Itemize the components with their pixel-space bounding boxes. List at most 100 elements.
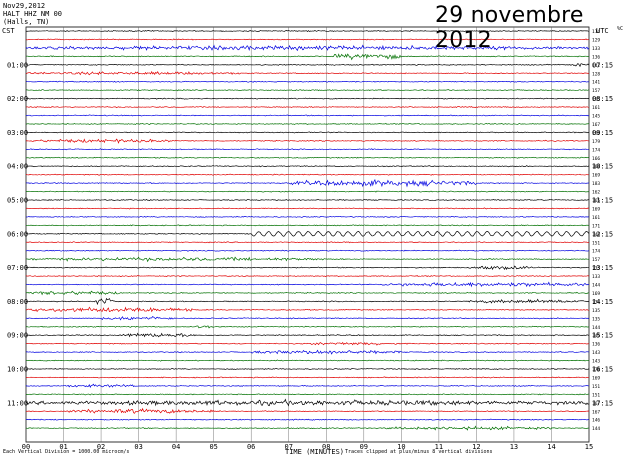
- clip-count-label: 169: [592, 291, 600, 297]
- clip-count-label: 174: [592, 147, 600, 153]
- seismic-trace: [25, 44, 590, 52]
- right-hour-label: 12:15: [592, 230, 613, 238]
- x-tick-label: 09: [360, 443, 368, 451]
- clip-count-label: 166: [592, 130, 600, 136]
- seismic-trace: [25, 383, 590, 388]
- x-tick-label: 02: [97, 443, 105, 451]
- seismic-trace: [25, 265, 590, 271]
- left-hour-label: 10:00: [7, 366, 28, 374]
- x-tick-label: 03: [134, 443, 142, 451]
- seismic-trace: [25, 173, 590, 176]
- clip-count-label: 144: [592, 426, 600, 432]
- seismic-trace: [25, 407, 590, 414]
- seismic-trace: [25, 275, 590, 278]
- seismic-trace: [25, 53, 590, 61]
- seismic-trace: [25, 256, 590, 263]
- seismic-trace: [25, 341, 590, 346]
- seismic-trace: [25, 425, 590, 431]
- clip-count-label: 170: [592, 367, 600, 373]
- clip-count-label: 143: [592, 359, 600, 365]
- left-hour-label: 04:00: [7, 163, 28, 171]
- clip-count-label: 167: [592, 122, 600, 128]
- right-hour-label: 13:15: [592, 264, 613, 272]
- seismic-trace: [25, 241, 590, 244]
- clip-count-label: 144: [592, 283, 600, 289]
- location-label: (Halls, TN): [3, 18, 50, 26]
- seismic-trace: [25, 224, 590, 227]
- seismic-trace: [25, 165, 590, 168]
- right-hour-label: 17:15: [592, 399, 613, 407]
- clip-count-label: 134: [592, 299, 600, 305]
- clip-count-label: 133: [592, 266, 600, 272]
- scale-note: Each Vertical Division = 1000.00 microcm…: [3, 449, 130, 455]
- left-hour-label: 01:00: [7, 61, 28, 69]
- seismic-trace: [25, 332, 590, 338]
- clip-count-label: 142: [592, 63, 600, 69]
- x-tick-label: 15: [585, 443, 593, 451]
- seismic-trace: [25, 106, 590, 109]
- date-label: Nov29,2012: [3, 2, 46, 10]
- right-hour-label: 16:15: [592, 366, 613, 374]
- clip-count-label: 169: [592, 173, 600, 179]
- clip-count-label: 146: [592, 418, 600, 424]
- clip-count-label: 145: [592, 114, 600, 120]
- right-hour-label: 10:15: [592, 163, 613, 171]
- right-hour-label: 07:15: [592, 61, 613, 69]
- clip-count-label: 161: [592, 215, 600, 221]
- seismic-trace: [25, 148, 590, 151]
- seismic-trace: [25, 290, 590, 296]
- seismic-trace: [25, 306, 589, 313]
- seismic-trace: [25, 207, 590, 210]
- x-axis-title: TIME (MINUTES): [285, 448, 345, 456]
- seismic-trace: [25, 418, 590, 421]
- clip-count-label: 169: [592, 375, 600, 381]
- clip-count-label: 157: [592, 88, 600, 94]
- left-hour-label: 09:00: [7, 332, 28, 340]
- seismic-trace: [25, 199, 590, 201]
- clip-count-label: 162: [592, 190, 600, 196]
- x-tick-label: 13: [510, 443, 518, 451]
- seismic-trace: [25, 131, 590, 134]
- clip-count-label: 141: [592, 80, 600, 86]
- x-tick-label: 06: [247, 443, 255, 451]
- x-tick-label: 07: [285, 443, 293, 451]
- seismic-trace: [25, 359, 590, 362]
- x-tick-label: 11: [435, 443, 443, 451]
- clip-count-label: 166: [592, 156, 600, 162]
- seismic-trace: [25, 281, 590, 288]
- seismic-trace: [25, 376, 590, 379]
- clip-note: Traces clipped at plus/minus 8 vertical …: [345, 449, 493, 455]
- x-tick-label: 12: [472, 443, 480, 451]
- seismic-trace: [25, 89, 590, 92]
- station-label: HALT HHZ NM 00: [3, 10, 63, 18]
- handwritten-title: 29 novembre 2012: [435, 3, 584, 53]
- seismic-trace: [25, 178, 590, 188]
- clip-count-label: 169: [592, 206, 600, 212]
- clip-count-label: 183: [592, 181, 600, 187]
- clip-count-label: 128: [592, 71, 600, 77]
- clip-count-label: 135: [592, 316, 600, 322]
- clip-count-label: 165: [592, 198, 600, 204]
- clip-count-label: 151: [592, 384, 600, 390]
- x-tick-label: 04: [172, 443, 180, 451]
- clip-count-label: 114: [592, 29, 600, 35]
- seismic-trace: [25, 122, 590, 125]
- seismic-trace: [25, 114, 590, 117]
- clip-count-label: 135: [592, 308, 600, 314]
- clip-count-label: 174: [592, 249, 600, 255]
- left-hour-label: 08:00: [7, 298, 28, 306]
- seismic-trace: [25, 368, 590, 371]
- clip-count-label: 133: [592, 274, 600, 280]
- right-hour-label: 15:15: [592, 332, 613, 340]
- x-tick-label: 01: [59, 443, 67, 451]
- right-hour-label: 11:15: [592, 197, 613, 205]
- clip-column-label: %C: [617, 26, 624, 32]
- clip-count-label: 167: [592, 409, 600, 415]
- right-hour-label: 09:15: [592, 129, 613, 137]
- seismic-trace: [25, 398, 590, 407]
- clip-count-label: 151: [592, 392, 600, 398]
- seismic-trace: [25, 70, 590, 76]
- left-hour-label: 07:00: [7, 264, 28, 272]
- left-hour-label: 03:00: [7, 129, 28, 137]
